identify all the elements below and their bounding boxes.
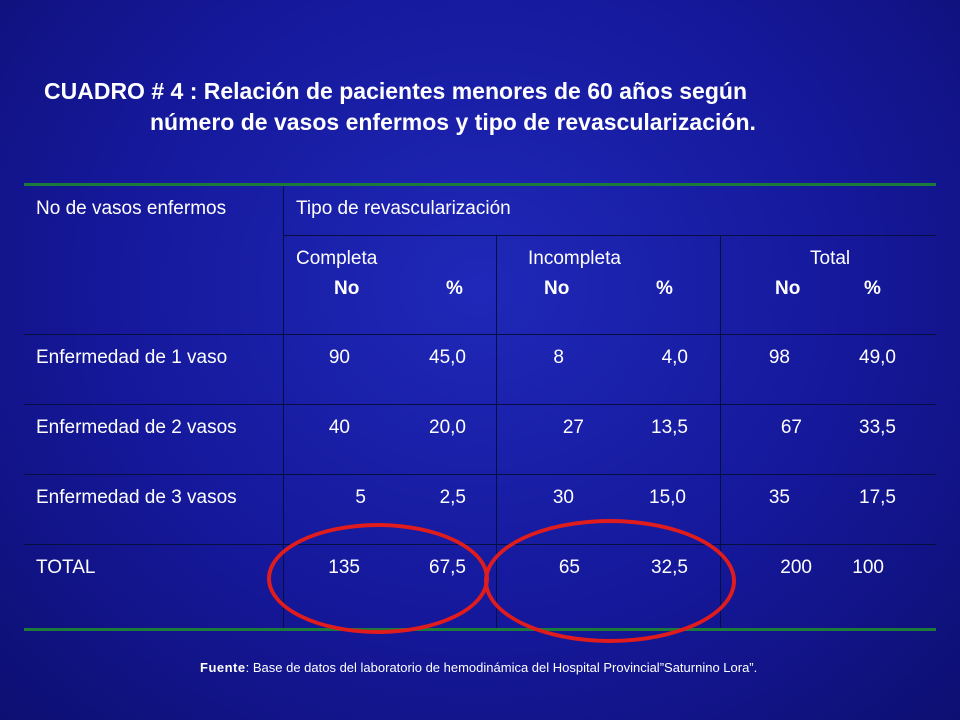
table-cell: 100 <box>852 557 884 578</box>
header-vessels: No de vasos enfermos <box>36 198 227 219</box>
table-cell: 17,5 <box>859 487 896 508</box>
page-title: CUADRO # 4 : Relación de pacientes menor… <box>44 76 924 138</box>
table-cell: 200 <box>780 557 812 578</box>
row-label: Enfermedad de 1 vaso <box>36 347 228 368</box>
table-cell: 49,0 <box>859 347 896 368</box>
row-label-total: TOTAL <box>36 557 96 578</box>
highlight-circle-completa <box>267 523 489 634</box>
table-cell: 35 <box>768 487 790 508</box>
table-cell: 13,5 <box>651 417 688 438</box>
header-total: Total <box>810 248 851 269</box>
title-line-1: CUADRO # 4 : Relación de pacientes menor… <box>44 78 747 104</box>
grid-line <box>24 334 936 335</box>
grid-line <box>24 474 936 475</box>
grid-line <box>24 544 936 545</box>
header-revascularization: Tipo de revascularización <box>296 198 511 219</box>
row-label: Enfermedad de 2 vasos <box>36 417 237 438</box>
header-completa-no: No <box>334 278 360 299</box>
header-completa-pct: % <box>446 278 463 299</box>
source-label: Fuente <box>200 660 246 675</box>
table-cell: 40 <box>328 417 350 438</box>
table-cell: 8 <box>553 347 564 368</box>
header-total-no: No <box>775 278 801 299</box>
grid-line <box>283 235 936 236</box>
header-completa: Completa <box>296 248 378 269</box>
header-incompleta: Incompleta <box>528 248 621 269</box>
grid-line <box>24 404 936 405</box>
table-cell: 30 <box>552 487 574 508</box>
table-cell: 5 <box>355 487 366 508</box>
table-cell: 45,0 <box>429 347 466 368</box>
table-cell: 4,0 <box>661 347 688 368</box>
highlight-circle-incompleta <box>484 519 736 643</box>
grid-line <box>283 186 284 628</box>
source-text: : Base de datos del laboratorio de hemod… <box>245 660 758 675</box>
table-cell: 98 <box>768 347 790 368</box>
source-note: Fuente: Base de datos del laboratorio de… <box>200 660 757 675</box>
table-cell: 20,0 <box>429 417 466 438</box>
table-cell: 90 <box>328 347 350 368</box>
header-incompleta-no: No <box>544 278 570 299</box>
title-line-2: número de vasos enfermos y tipo de revas… <box>150 109 756 135</box>
grid-line <box>720 235 721 628</box>
table-cell: 27 <box>562 417 584 438</box>
header-total-pct: % <box>864 278 881 299</box>
header-incompleta-pct: % <box>656 278 673 299</box>
grid-line <box>496 235 497 628</box>
table-cell: 15,0 <box>649 487 686 508</box>
table-cell: 2,5 <box>439 487 466 508</box>
table-cell: 67 <box>780 417 802 438</box>
table-cell: 33,5 <box>859 417 896 438</box>
row-label: Enfermedad de 3 vasos <box>36 487 237 508</box>
